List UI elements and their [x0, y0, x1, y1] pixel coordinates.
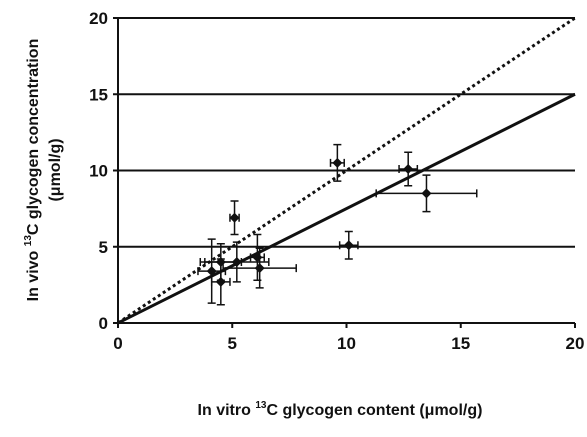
point [215, 276, 226, 287]
y-axis-label-unit: (μmol/g) [47, 138, 64, 201]
point [229, 212, 240, 223]
point [343, 240, 354, 251]
point [332, 157, 343, 168]
y-tick-label: 10 [89, 162, 108, 181]
y-axis-label-group: In vivo 13C glycogen concentration (μmol… [23, 39, 64, 302]
x-axis-label: In vitro 13C glycogen content (μmol/g) [198, 400, 483, 419]
x-tick-label: 5 [228, 334, 237, 353]
point [231, 257, 242, 267]
y-axis-label: In vivo 13C glycogen concentration [23, 39, 42, 302]
point [403, 163, 414, 174]
x-tick-label: 0 [113, 334, 122, 353]
point [254, 263, 265, 274]
point [206, 266, 217, 277]
reference-line [117, 16, 576, 325]
y-tick-label: 5 [99, 238, 108, 257]
y-tick-label: 20 [89, 9, 108, 28]
y-tick-label: 0 [99, 314, 108, 333]
x-tick-label: 15 [451, 334, 470, 353]
point [421, 188, 432, 199]
x-tick-label: 10 [337, 334, 356, 353]
y-tick-label: 15 [89, 85, 108, 104]
reference-line [117, 92, 576, 325]
x-tick-label: 20 [566, 334, 585, 353]
